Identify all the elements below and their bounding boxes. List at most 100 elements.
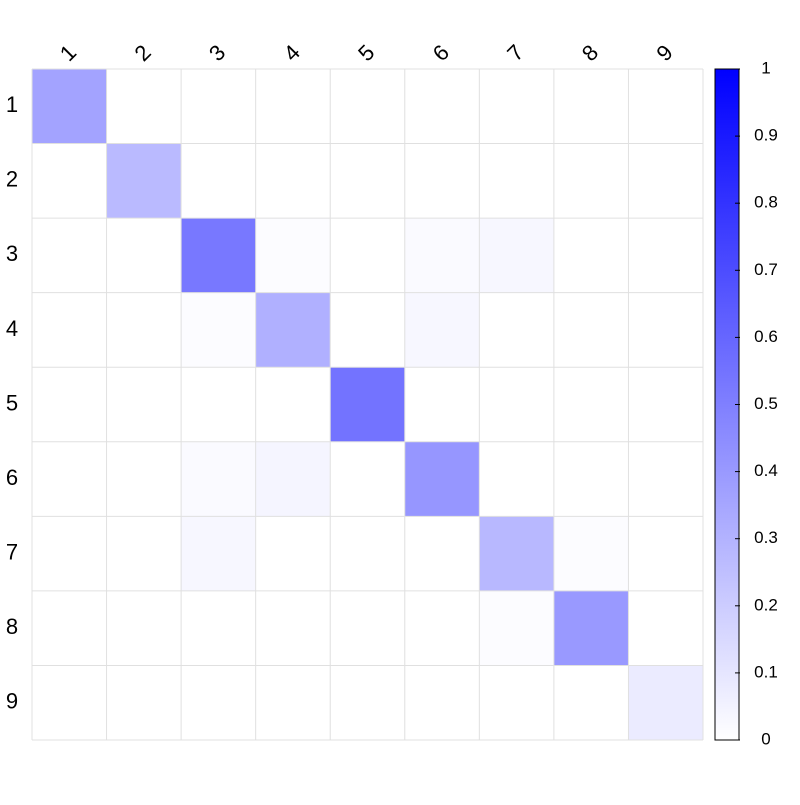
- heatmap-grid: [31, 68, 704, 741]
- heatmap-cell-r5-c3: [181, 367, 256, 442]
- heatmap-cell-r5-c7: [479, 367, 554, 442]
- x-tick-label: 8: [577, 40, 603, 66]
- heatmap-cell-r3-c1: [32, 218, 107, 293]
- heatmap-cell-r2-c3: [181, 143, 256, 219]
- colorbar-tick-label: 0.7: [754, 260, 778, 279]
- heatmap-cell-r4-c2: [106, 292, 182, 368]
- heatmap-cell-r5-c2: [106, 367, 182, 442]
- colorbar-tick-label: 0.8: [754, 193, 778, 212]
- y-tick-label: 8: [6, 614, 18, 639]
- colorbar-tick-label: 0.2: [754, 595, 778, 614]
- x-axis-ticks: 1 2 3 4 5 6 7 8 9: [55, 40, 678, 66]
- heatmap-cell-r9-c4: [255, 665, 331, 740]
- y-tick-label: 7: [6, 539, 18, 564]
- heatmap-cell-r7-c6: [404, 516, 480, 591]
- heatmap-cell-r1-c3: [181, 69, 256, 144]
- heatmap-cell-r6-c7: [479, 441, 554, 517]
- heatmap-cell-r8-c4: [255, 590, 331, 666]
- colorbar-tick-label: 0: [761, 729, 770, 748]
- x-tick-label: 9: [651, 40, 677, 66]
- heatmap-cell-r7-c3: [181, 516, 256, 591]
- heatmap-cell-r5-c6: [404, 367, 480, 442]
- heatmap-cell-r9-c1: [32, 665, 107, 740]
- heatmap-cell-r1-c6: [404, 69, 480, 144]
- heatmap-cell-r3-c6: [404, 218, 480, 293]
- heatmap-cell-r7-c2: [106, 516, 182, 591]
- x-tick-label: 6: [428, 40, 454, 66]
- heatmap-cell-r9-c5: [330, 665, 405, 740]
- heatmap-cell-r6-c2: [106, 441, 182, 517]
- heatmap-cell-r1-c2: [106, 69, 182, 144]
- heatmap-cell-r2-c7: [479, 143, 554, 219]
- heatmap-cell-r9-c8: [553, 665, 629, 740]
- heatmap-cell-r8-c6: [404, 590, 480, 666]
- heatmap-cell-r1-c1: [32, 69, 107, 144]
- heatmap-cell-r6-c4: [255, 441, 331, 517]
- colorbar-tick-label: 0.5: [754, 394, 778, 413]
- colorbar-tick-label: 1: [761, 58, 770, 77]
- heatmap-cell-r4-c3: [181, 292, 256, 368]
- colorbar-tick-label: 0.4: [754, 461, 778, 480]
- heatmap-cell-r6-c8: [553, 441, 629, 517]
- heatmap-cell-r2-c1: [32, 143, 107, 219]
- heatmap-cell-r3-c2: [106, 218, 182, 293]
- heatmap-cell-r7-c1: [32, 516, 107, 591]
- heatmap-cell-r1-c8: [553, 69, 629, 144]
- heatmap-cell-r3-c7: [479, 218, 554, 293]
- heatmap-cell-r5-c5: [330, 367, 405, 442]
- y-tick-label: 1: [6, 92, 18, 117]
- heatmap-cell-r8-c7: [479, 590, 554, 666]
- heatmap-cell-r4-c6: [404, 292, 480, 368]
- y-tick-label: 3: [6, 241, 18, 266]
- y-tick-label: 6: [6, 465, 18, 490]
- heatmap-cell-r9-c6: [404, 665, 480, 740]
- x-tick-label: 2: [129, 40, 155, 66]
- heatmap-cell-r4-c4: [255, 292, 331, 368]
- heatmap-cell-r1-c7: [479, 69, 554, 144]
- heatmap-cell-r7-c9: [628, 516, 703, 591]
- heatmap-cell-r8-c5: [330, 590, 405, 666]
- x-tick-label: 4: [279, 40, 305, 66]
- x-tick-label: 5: [353, 40, 379, 66]
- heatmap-cell-r9-c3: [181, 665, 256, 740]
- heatmap-cell-r6-c3: [181, 441, 256, 517]
- heatmap-cell-r9-c7: [479, 665, 554, 740]
- heatmap-cell-r3-c3: [181, 218, 256, 293]
- heatmap-cell-r2-c6: [404, 143, 480, 219]
- y-axis-ticks: 1 2 3 4 5 6 7 8 9: [6, 92, 18, 713]
- colorbar-tick-label: 0.9: [754, 126, 778, 145]
- heatmap-cell-r8-c1: [32, 590, 107, 666]
- heatmap-cell-r6-c5: [330, 441, 405, 517]
- x-tick-label: 1: [55, 40, 81, 66]
- colorbar-tick-label: 0.3: [754, 528, 778, 547]
- heatmap-cell-r5-c9: [628, 367, 703, 442]
- heatmap-cell-r6-c9: [628, 441, 703, 517]
- heatmap-cell-r5-c4: [255, 367, 331, 442]
- heatmap-cell-r5-c8: [553, 367, 629, 442]
- x-tick-label: 3: [204, 40, 230, 66]
- heatmap-cell-r3-c5: [330, 218, 405, 293]
- y-tick-label: 2: [6, 167, 18, 192]
- heatmap-cell-r4-c7: [479, 292, 554, 368]
- heatmap-cell-r4-c9: [628, 292, 703, 368]
- heatmap-cell-r4-c1: [32, 292, 107, 368]
- heatmap-cell-r2-c2: [106, 143, 182, 219]
- heatmap-cell-r4-c5: [330, 292, 405, 368]
- heatmap-cell-r2-c8: [553, 143, 629, 219]
- heatmap-cell-r9-c2: [106, 665, 182, 740]
- x-tick-label: 7: [502, 40, 528, 66]
- heatmap-cell-r5-c1: [32, 367, 107, 442]
- heatmap-cell-r3-c4: [255, 218, 331, 293]
- heatmap-cell-r2-c4: [255, 143, 331, 219]
- heatmap-cell-r8-c3: [181, 590, 256, 666]
- heatmap-cell-r7-c8: [553, 516, 629, 591]
- y-tick-label: 5: [6, 390, 18, 415]
- heatmap-cell-r1-c9: [628, 69, 703, 144]
- y-tick-label: 9: [6, 689, 18, 714]
- y-tick-label: 4: [6, 316, 18, 341]
- heatmap-cell-r3-c9: [628, 218, 703, 293]
- heatmap-cell-r4-c8: [553, 292, 629, 368]
- heatmap-cell-r6-c6: [404, 441, 480, 517]
- heatmap-cell-r1-c4: [255, 69, 331, 144]
